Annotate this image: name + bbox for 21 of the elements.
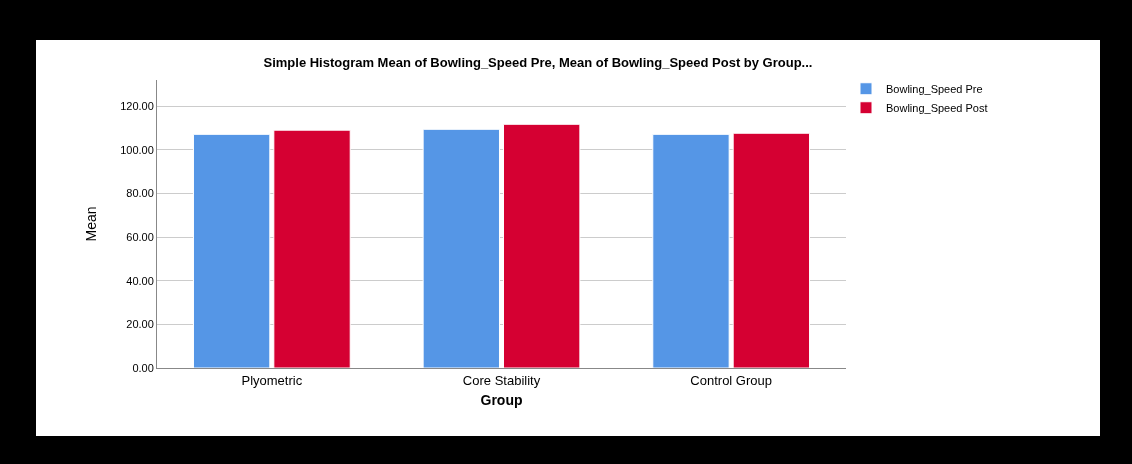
y-tick-label: 20.00 [126, 318, 154, 331]
y-tick-label: 100.00 [120, 143, 154, 156]
bar [652, 133, 730, 368]
x-axis-title: Group [480, 391, 523, 408]
y-tick-label: 40.00 [126, 274, 154, 287]
y-tick-label: 0.00 [132, 361, 154, 374]
legend-label: Bowling_Speed Post [886, 102, 988, 115]
legend-label: Bowling_Speed Pre [886, 83, 983, 96]
x-tick-label: Control Group [690, 372, 772, 388]
chart-title: Simple Histogram Mean of Bowling_Speed Pre, Mean of Bowling_Speed Post by Group... [263, 54, 813, 70]
bar [422, 128, 500, 368]
y-axis-title: Mean [82, 206, 99, 242]
bar [273, 129, 351, 368]
y-tick-label: 60.00 [126, 230, 154, 243]
bar [192, 133, 271, 368]
y-tick-label: 120.00 [120, 100, 154, 113]
bar [732, 132, 811, 368]
x-tick-label: Plyometric [241, 372, 303, 388]
y-tick-label: 80.00 [126, 187, 154, 200]
bar [503, 123, 581, 368]
x-tick-label: Core Stability [462, 372, 541, 388]
